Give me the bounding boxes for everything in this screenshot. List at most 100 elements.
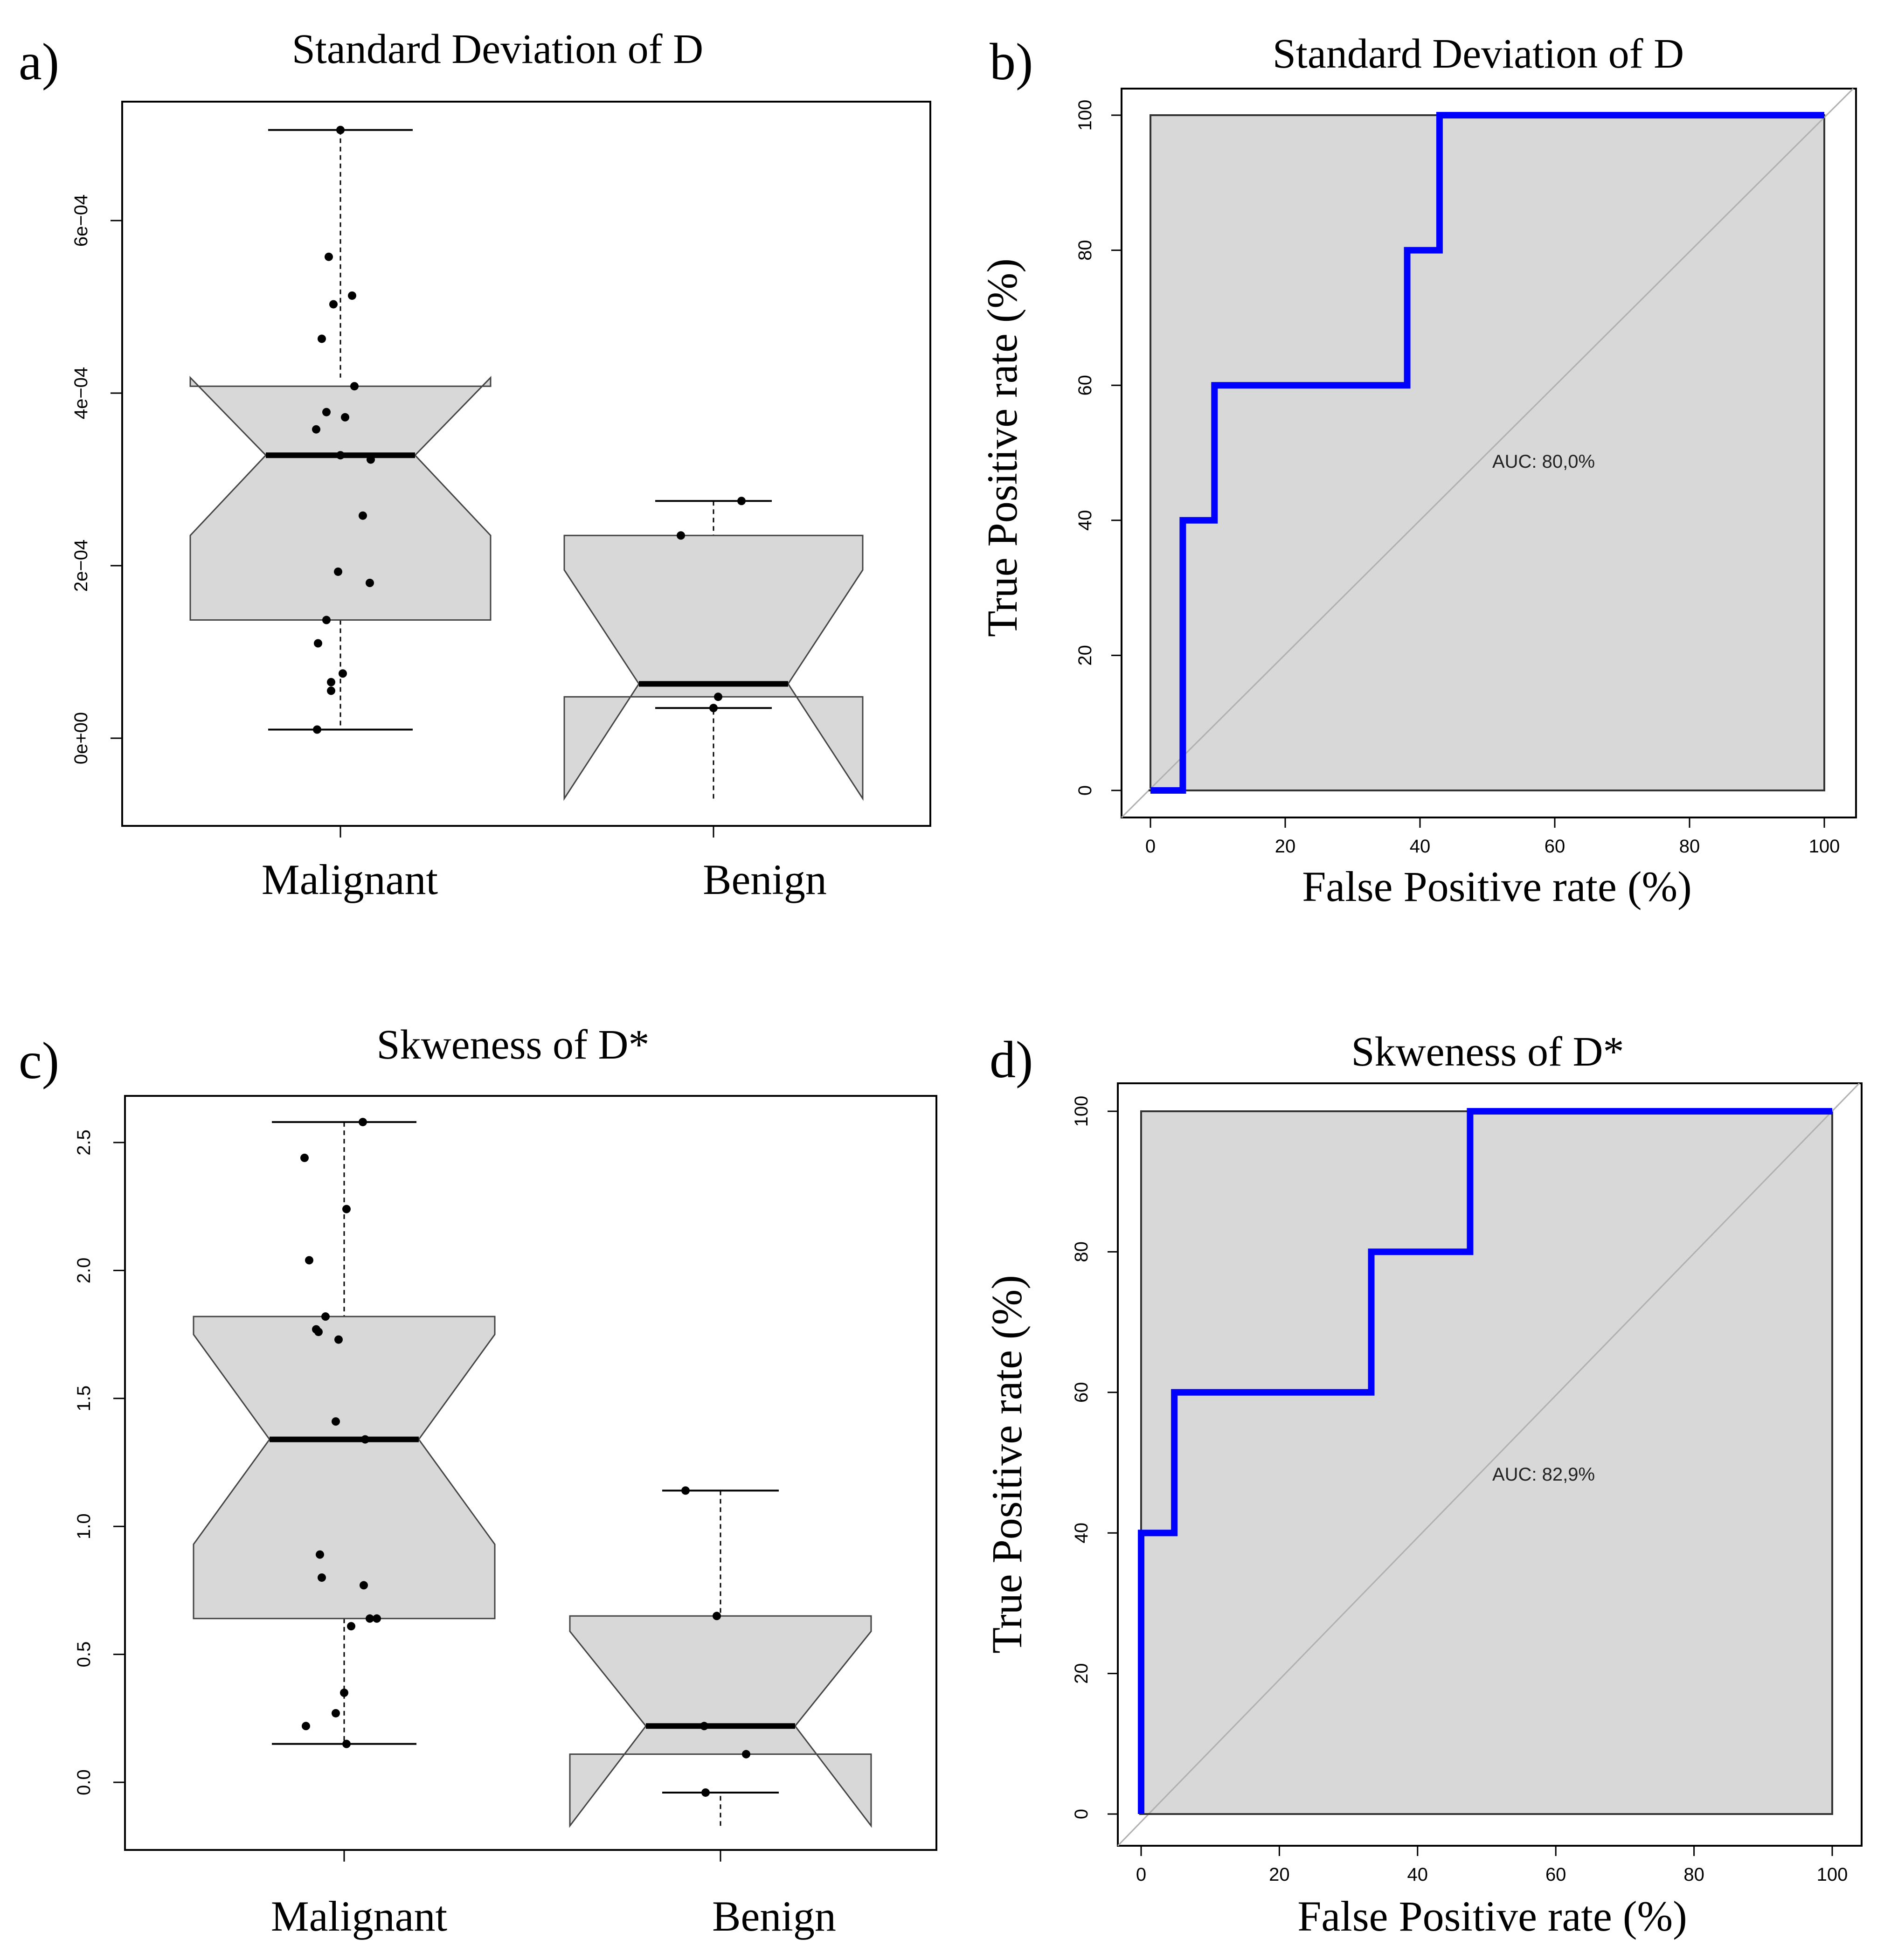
- data-point: [318, 334, 326, 343]
- panel-c-plot: 0.0 0.5 1.0 1.5 2.0 2.5: [74, 1118, 872, 1862]
- panel-c-title: Skweness of D*: [377, 1022, 650, 1068]
- panel-b: b) Standard Deviation of D 0 20 40 60 80 1000…: [978, 31, 1857, 910]
- x-tick-label: 40: [1410, 836, 1431, 857]
- notched-box: [193, 1316, 496, 1620]
- data-point: [314, 1328, 323, 1337]
- panel-a-category-malignant: Malignant: [262, 856, 438, 903]
- notched-box: [189, 376, 492, 621]
- y-tick-label: 80: [1075, 240, 1095, 261]
- auc-shaded-area: [1140, 1110, 1833, 1815]
- panel-b-plot: 0 20 40 60 80 100 0 20 40 60 80 100: [1075, 88, 1854, 857]
- x-tick-label: 20: [1269, 1864, 1290, 1885]
- data-point: [322, 616, 331, 624]
- y-tick-label: 1.0: [74, 1513, 94, 1539]
- y-tick-label: 40: [1071, 1523, 1092, 1544]
- x-tick-label: 60: [1545, 836, 1565, 857]
- data-point: [339, 669, 347, 678]
- x-tick-label: 20: [1275, 836, 1296, 857]
- y-tick-label: 60: [1071, 1382, 1092, 1403]
- x-tick-label: 0: [1136, 1864, 1146, 1885]
- y-tick-label: 60: [1075, 375, 1095, 396]
- panel-b-auc-label: AUC: 80,0%: [1492, 451, 1595, 472]
- data-point: [342, 1205, 351, 1213]
- panel-d-plot: 0 20 40 60 80 100 0 20 40 60 80 100: [1071, 1082, 1860, 1885]
- roc-curve: [1138, 1108, 1832, 1814]
- data-point: [334, 1335, 343, 1344]
- y-tick-label: 0.0: [74, 1769, 94, 1795]
- data-point: [341, 413, 349, 422]
- y-tick-label: 4e−04: [71, 367, 91, 419]
- data-point: [737, 497, 746, 506]
- data-point: [340, 1688, 348, 1697]
- data-point: [316, 1550, 324, 1559]
- panel-c: c) Skweness of D* 0.0 0.5 1.0 1.5 2.0 2.5 Mal…: [19, 1022, 937, 1940]
- data-point: [359, 1118, 367, 1127]
- data-point: [321, 1312, 330, 1321]
- data-point: [302, 1722, 310, 1731]
- x-tick-label: 100: [1809, 836, 1840, 857]
- data-point: [713, 1612, 721, 1621]
- data-point: [332, 1709, 340, 1718]
- data-point: [714, 693, 722, 701]
- notched-box: [563, 534, 864, 801]
- panel-a-title: Standard Deviation of D: [292, 26, 703, 72]
- panel-d-ylabel: True Positive rate (%): [983, 1275, 1031, 1654]
- diagonal-reference-line: [1117, 1082, 1860, 1847]
- y-tick-label: 6e−04: [71, 194, 91, 247]
- data-point: [700, 1722, 708, 1731]
- panel-a-letter: a): [19, 33, 59, 91]
- x-tick-label: 0: [1145, 836, 1156, 857]
- roc-curve: [1150, 112, 1824, 794]
- data-point: [348, 291, 356, 300]
- panel-b-ylabel: True Positive rate (%): [978, 258, 1026, 637]
- data-point: [327, 678, 335, 686]
- panel-d-letter: d): [990, 1031, 1033, 1089]
- diagonal-reference-line: [1121, 88, 1854, 818]
- data-point: [701, 1788, 710, 1797]
- y-tick-label: 0: [1071, 1809, 1092, 1819]
- data-point: [314, 639, 322, 648]
- data-point: [361, 1435, 369, 1444]
- data-point: [681, 1486, 690, 1495]
- data-point: [366, 579, 374, 587]
- x-tick-label: 40: [1407, 1864, 1428, 1885]
- panel-d: d) Skweness of D* 0 20 40 60 80 100 0 20 40 60 80 1…: [983, 1029, 1863, 1940]
- data-point: [366, 1614, 374, 1623]
- y-tick-label: 2e−04: [71, 540, 91, 592]
- data-point: [373, 1614, 381, 1623]
- y-tick-label: 80: [1071, 1241, 1092, 1262]
- y-tick-label: 2.5: [74, 1129, 94, 1156]
- data-point: [313, 725, 321, 734]
- data-point: [367, 455, 375, 464]
- panel-a: a) Standard Deviation of D 0e+00 2e−04 4e−…: [19, 26, 931, 903]
- notched-box: [569, 1615, 872, 1828]
- data-point: [742, 1750, 750, 1759]
- data-point: [329, 300, 338, 309]
- data-point: [336, 125, 345, 134]
- panel-b-title: Standard Deviation of D: [1273, 31, 1684, 77]
- panel-d-frame: [1117, 1082, 1863, 1847]
- panel-c-category-benign: Benign: [712, 1892, 836, 1940]
- panel-b-xlabel: False Positive rate (%): [1302, 863, 1691, 910]
- data-point: [359, 511, 367, 520]
- y-tick-label: 0.5: [74, 1641, 94, 1668]
- panel-a-category-benign: Benign: [703, 856, 827, 903]
- data-point: [325, 252, 333, 261]
- data-point: [318, 1573, 326, 1582]
- data-point: [312, 425, 320, 434]
- y-tick-label: 20: [1075, 645, 1095, 666]
- x-tick-label: 100: [1817, 1864, 1848, 1885]
- y-tick-label: 100: [1071, 1096, 1092, 1127]
- data-point: [327, 686, 335, 695]
- y-tick-label: 0: [1075, 785, 1095, 796]
- panel-b-frame: [1121, 88, 1857, 818]
- panel-d-xlabel: False Positive rate (%): [1297, 1892, 1687, 1940]
- data-point: [305, 1256, 313, 1265]
- data-point: [300, 1153, 309, 1162]
- y-tick-label: 1.5: [74, 1385, 94, 1412]
- panel-c-letter: c): [19, 1032, 59, 1090]
- data-point: [334, 567, 342, 576]
- panel-a-frame: [121, 101, 931, 827]
- data-point: [322, 408, 331, 416]
- x-tick-label: 80: [1679, 836, 1700, 857]
